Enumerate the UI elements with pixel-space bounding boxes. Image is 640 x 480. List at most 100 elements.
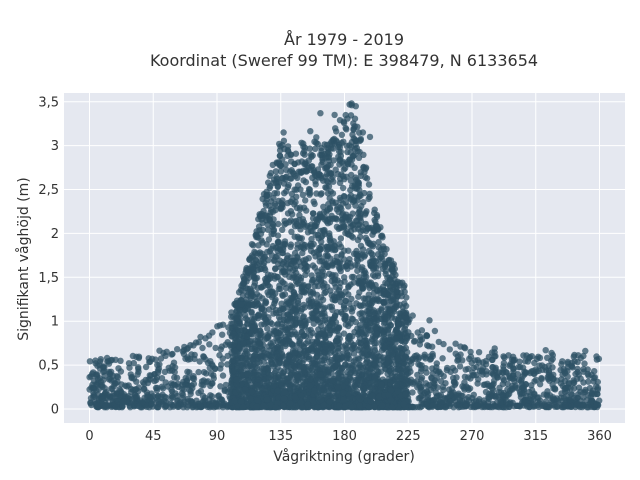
data-point xyxy=(340,166,348,173)
data-point xyxy=(239,287,246,294)
data-point xyxy=(433,364,440,371)
data-point xyxy=(154,369,162,376)
data-point xyxy=(336,402,343,410)
data-point xyxy=(325,183,333,190)
data-point xyxy=(326,232,333,240)
data-point xyxy=(284,299,292,306)
data-point xyxy=(373,211,381,219)
data-point xyxy=(313,172,320,179)
data-point xyxy=(246,256,253,263)
data-point xyxy=(328,212,335,219)
data-point xyxy=(352,202,359,209)
data-point xyxy=(275,159,283,166)
data-point xyxy=(251,279,259,286)
data-point xyxy=(536,381,544,388)
data-point xyxy=(291,393,299,401)
data-point xyxy=(274,387,281,394)
data-point xyxy=(291,233,298,240)
data-point xyxy=(368,384,375,391)
data-point xyxy=(325,145,332,153)
data-point xyxy=(580,352,587,360)
data-point xyxy=(173,374,181,381)
data-point xyxy=(291,349,298,357)
data-point xyxy=(269,208,277,215)
data-point xyxy=(343,344,350,351)
data-point xyxy=(349,156,356,163)
data-point xyxy=(375,393,383,401)
data-point xyxy=(179,381,186,388)
data-point xyxy=(335,148,343,155)
data-point xyxy=(117,357,124,364)
data-point xyxy=(315,332,322,340)
data-point xyxy=(514,371,522,378)
data-point xyxy=(281,238,289,245)
data-point xyxy=(381,319,389,326)
data-point xyxy=(370,258,378,265)
data-point xyxy=(277,143,284,150)
data-point xyxy=(156,361,163,368)
data-point xyxy=(246,338,253,345)
data-point xyxy=(299,249,306,257)
data-point xyxy=(369,308,376,316)
data-point xyxy=(329,190,337,197)
data-point xyxy=(378,381,385,389)
data-point xyxy=(257,353,264,360)
data-point xyxy=(546,377,553,384)
data-point xyxy=(378,326,385,333)
data-point xyxy=(358,309,365,316)
data-point xyxy=(351,194,358,201)
data-point xyxy=(277,205,284,213)
data-point xyxy=(281,291,289,298)
data-point xyxy=(310,240,317,248)
data-point xyxy=(410,338,418,345)
data-point xyxy=(291,223,299,230)
data-point xyxy=(350,350,358,357)
data-point xyxy=(281,280,288,288)
data-point xyxy=(333,137,340,144)
data-point xyxy=(281,217,288,225)
data-point xyxy=(144,391,151,399)
data-point xyxy=(325,154,333,161)
data-point xyxy=(356,302,363,309)
data-point xyxy=(378,233,385,240)
data-point xyxy=(333,361,341,368)
data-point xyxy=(545,369,553,376)
data-point xyxy=(585,378,592,385)
data-point xyxy=(222,381,230,389)
data-point xyxy=(490,380,497,388)
data-point xyxy=(509,353,517,360)
data-point xyxy=(360,163,367,171)
data-point xyxy=(471,357,479,364)
data-point xyxy=(379,337,386,344)
data-point xyxy=(282,176,289,183)
data-point xyxy=(411,404,419,411)
data-point xyxy=(370,289,378,297)
data-point xyxy=(387,387,395,394)
data-point xyxy=(357,172,365,179)
data-point xyxy=(341,193,348,200)
data-point xyxy=(575,352,582,359)
data-point xyxy=(260,364,267,372)
data-point xyxy=(352,262,359,269)
data-point xyxy=(521,368,528,375)
data-point xyxy=(300,260,308,267)
data-point xyxy=(580,368,587,375)
data-point xyxy=(277,331,285,339)
data-point xyxy=(227,383,235,390)
data-point xyxy=(148,401,155,408)
data-point xyxy=(265,236,273,243)
data-point xyxy=(347,177,355,184)
data-point xyxy=(241,327,248,335)
data-point xyxy=(170,359,178,366)
data-point xyxy=(267,401,274,409)
data-point xyxy=(346,370,353,377)
data-point xyxy=(299,216,306,223)
data-point xyxy=(531,359,538,367)
data-point xyxy=(371,206,378,213)
data-point xyxy=(313,190,320,197)
data-point xyxy=(287,241,295,248)
data-point xyxy=(500,377,508,384)
data-point xyxy=(235,336,243,343)
data-point xyxy=(461,345,469,352)
